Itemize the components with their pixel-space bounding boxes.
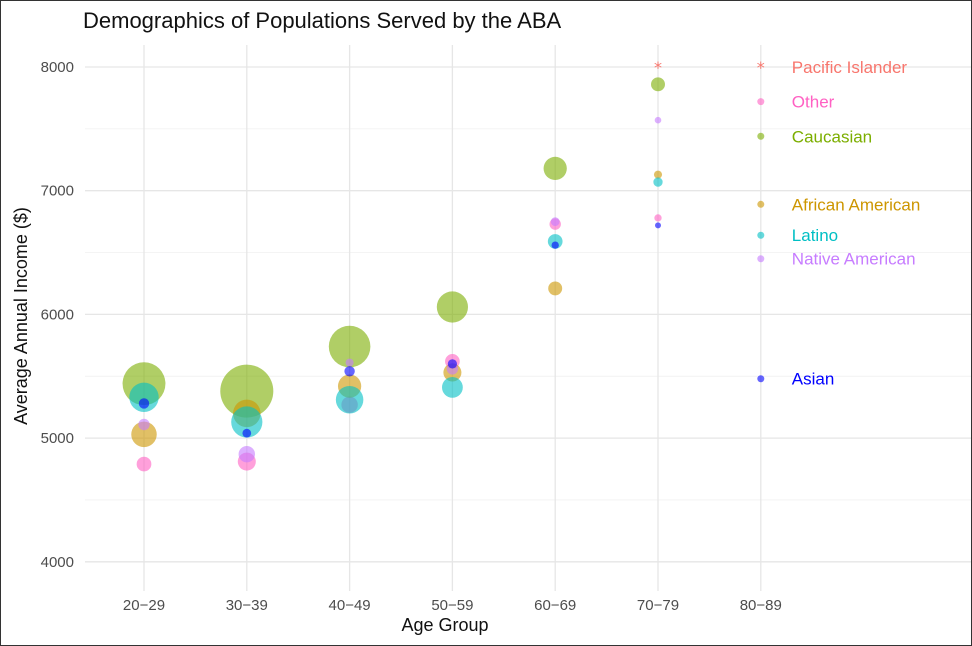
legend-label-caucasian: Caucasian	[792, 127, 872, 146]
chart-title: Demographics of Populations Served by th…	[83, 8, 561, 33]
legend-key-asian	[757, 375, 765, 383]
data-point-asian	[655, 222, 661, 229]
legend-key-pacific-islander: *	[757, 58, 765, 77]
y-axis-ticks: 4000 5000 6000 7000 8000	[41, 59, 74, 571]
legend-label-asian: Asian	[792, 370, 835, 389]
y-tick-label: 8000	[41, 59, 74, 76]
data-point-other	[654, 214, 662, 222]
data-point-latino	[231, 406, 263, 438]
data-point-african-american	[131, 421, 157, 448]
data-point-latino	[547, 234, 563, 249]
data-point-latino	[129, 382, 159, 412]
data-point-caucasian	[328, 325, 371, 368]
y-tick-label: 5000	[41, 430, 74, 447]
y-tick-label: 7000	[41, 183, 74, 200]
data-point-caucasian	[651, 77, 665, 92]
x-tick-label: 70−79	[637, 597, 679, 614]
data-point-asian	[138, 398, 150, 409]
data-point-caucasian	[436, 291, 468, 323]
data-point-latino	[335, 385, 364, 414]
data-point-caucasian	[220, 364, 274, 418]
legend-key-african-american	[757, 200, 765, 208]
data-point-latino	[442, 376, 463, 398]
x-tick-label: 20−29	[123, 597, 165, 614]
legend-key-native-american	[757, 255, 765, 263]
legend-key-latino	[757, 231, 765, 239]
y-tick-label: 4000	[41, 554, 74, 571]
legend-label-latino: Latino	[792, 226, 838, 245]
data-point-asian	[344, 366, 355, 377]
data-point-native-american	[550, 217, 560, 226]
data-point-asian	[551, 241, 559, 249]
legend-label-african-american: African American	[792, 195, 921, 214]
legend-key-caucasian	[757, 132, 765, 140]
data-point-african-american	[548, 281, 563, 296]
x-axis-label: Age Group	[401, 615, 488, 635]
y-axis-label: Average Annual Income ($)	[11, 207, 31, 425]
data-point-other	[136, 456, 152, 472]
data-point-asian	[242, 428, 252, 438]
data-point-pacific-islander: *	[654, 58, 662, 77]
legend-label-pacific-islander: Pacific Islander	[792, 58, 908, 77]
x-tick-label: 60−69	[534, 597, 576, 614]
data-points: *	[122, 58, 665, 472]
x-tick-label: 50−59	[431, 597, 473, 614]
data-point-caucasian	[543, 156, 567, 181]
legend-key-other	[757, 98, 765, 106]
data-point-latino	[653, 177, 663, 187]
data-point-native-american	[654, 116, 662, 124]
data-point-african-american	[653, 170, 663, 179]
x-axis-ticks: 20−29 30−39 40−49 50−59 60−69 70−79 80−89	[123, 597, 782, 614]
x-tick-label: 40−49	[329, 597, 371, 614]
legend: * Pacific Islander Other Caucasian African A…	[757, 58, 921, 389]
legend-label-other: Other	[792, 93, 835, 112]
data-point-native-american	[138, 418, 150, 431]
x-tick-label: 30−39	[226, 597, 268, 614]
data-point-native-american	[345, 358, 354, 367]
data-point-asian	[447, 359, 458, 369]
legend-label-native-american: Native American	[792, 250, 916, 269]
data-point-native-american	[238, 445, 256, 463]
y-tick-label: 6000	[41, 306, 74, 323]
x-tick-label: 80−89	[740, 597, 782, 614]
